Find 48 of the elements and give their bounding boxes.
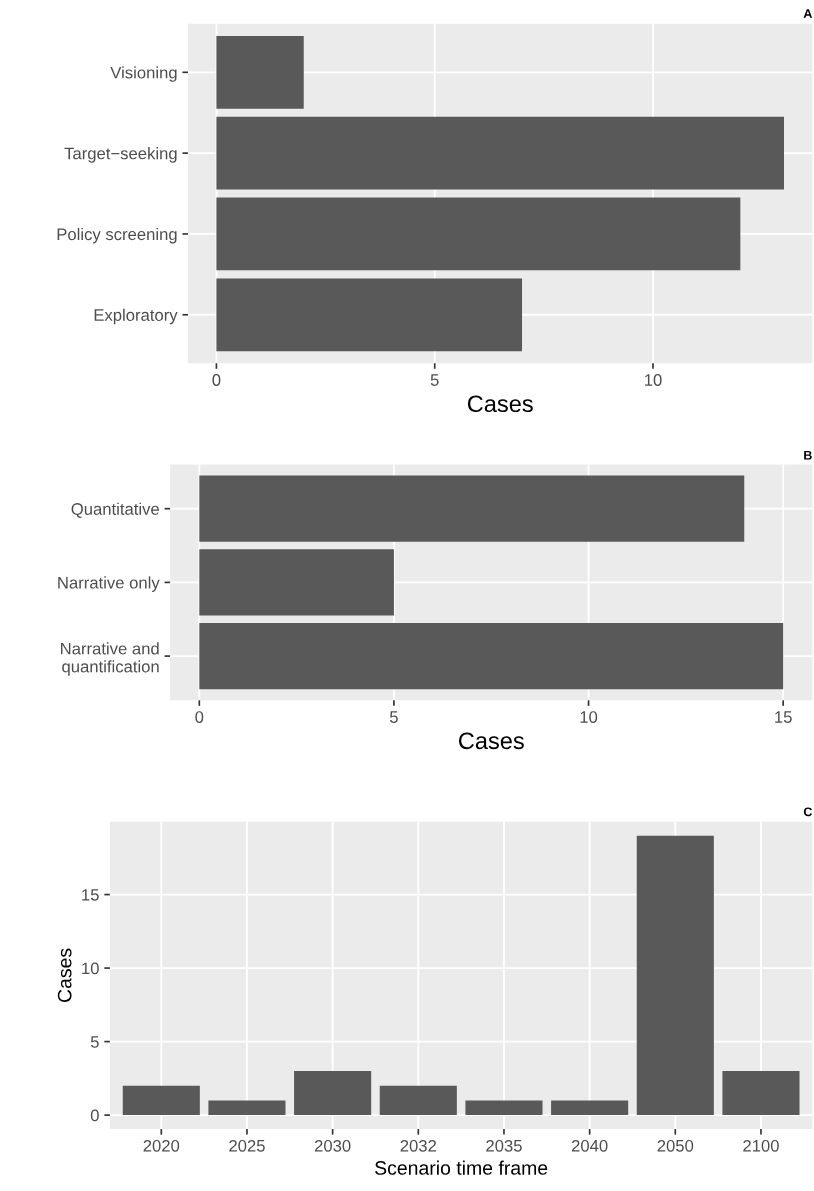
- y-tick-label: Visioning: [110, 66, 177, 82]
- bar: [122, 1085, 200, 1116]
- y-tick-label: Policy screening: [57, 227, 177, 244]
- y-axis-title: Cases: [57, 948, 72, 1002]
- x-tick-label: 0: [195, 711, 204, 723]
- x-tick-label: 5: [389, 711, 398, 723]
- text: B: [804, 450, 812, 460]
- bar: [199, 549, 394, 616]
- bar: [722, 1070, 800, 1116]
- x-tick-label: 15: [775, 711, 792, 723]
- x-tick-label: 2030: [314, 1139, 351, 1152]
- bar: [216, 35, 304, 109]
- x-tick-label: 2032: [400, 1139, 436, 1152]
- x-tick-label: 2025: [229, 1139, 265, 1152]
- bar: [199, 622, 784, 690]
- bar: [636, 835, 714, 1116]
- x-tick-label: 2040: [571, 1139, 608, 1152]
- y-tick-label: 10: [82, 962, 99, 975]
- x-tick-label: 2035: [486, 1139, 522, 1152]
- bar: [465, 1100, 543, 1116]
- x-tick-label: 2100: [743, 1139, 779, 1152]
- bar: [294, 1070, 372, 1116]
- bar: [379, 1085, 457, 1116]
- x-tick-label: 5: [430, 374, 439, 386]
- x-tick-label: 10: [645, 374, 662, 386]
- x-axis-title: Cases: [467, 395, 533, 413]
- y-tick-label: Narrative only: [58, 576, 160, 592]
- x-axis-title: Scenario time frame: [375, 1160, 548, 1175]
- y-tick-label: 5: [90, 1036, 99, 1048]
- x-axis-title: Cases: [458, 732, 524, 750]
- x-tick-label: 10: [580, 711, 598, 723]
- bar: [199, 475, 745, 542]
- bar: [216, 116, 784, 190]
- y-tick-label: Target−seeking: [64, 147, 177, 163]
- y-tick-label: Narrative and quantification: [61, 642, 159, 676]
- y-tick-label: 0: [90, 1109, 99, 1122]
- text: A: [803, 9, 813, 18]
- x-tick-label: 2050: [657, 1139, 694, 1152]
- text: C: [803, 807, 813, 817]
- y-tick-label: Exploratory: [94, 308, 178, 325]
- x-tick-label: 2020: [143, 1139, 180, 1152]
- bar: [216, 197, 741, 271]
- bar: [551, 1100, 629, 1116]
- y-tick-label: Quantitative: [71, 502, 159, 518]
- bar: [208, 1100, 286, 1116]
- y-tick-label: 15: [82, 889, 99, 901]
- bar: [216, 278, 523, 352]
- x-tick-label: 0: [212, 374, 221, 386]
